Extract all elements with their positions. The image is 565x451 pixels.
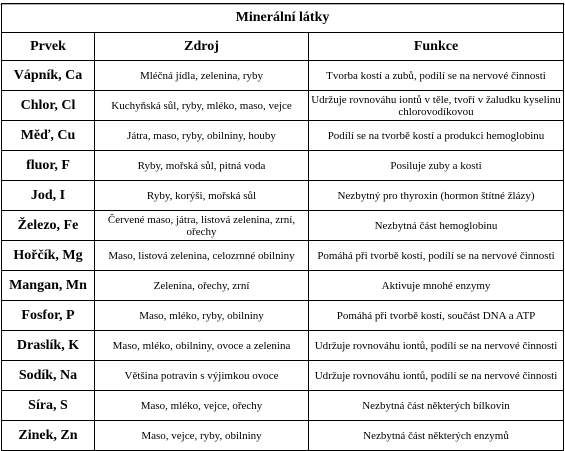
function-cell: Udržuje rovnováhu iontů, podílí se na ne…	[307, 330, 565, 361]
element-name-cell: fluor, F	[1, 150, 95, 181]
table-row: Fosfor, P Maso, mléko, ryby, obilniny Pomá…	[1, 300, 565, 331]
table-row: Zinek, Zn Maso, vejce, ryby, obilniny Nezb…	[1, 420, 565, 451]
table-row: Měď, Cu Játra, maso, ryby, obilniny, houb…	[1, 120, 565, 151]
function-cell: Podílí se na tvorbě kostí a produkci hem…	[307, 120, 565, 151]
source-cell: Kuchyňská sůl, ryby, mléko, maso, vejce	[94, 90, 309, 121]
header-source: Zdroj	[94, 32, 309, 61]
table-row: Síra, S Maso, mléko, vejce, ořechy Nezbytn…	[1, 390, 565, 421]
table-row: Železo, Fe Červené maso, játra, listová z…	[1, 210, 565, 241]
function-cell: Nezbytná část některých enzymů	[307, 420, 565, 451]
element-name-cell: Fosfor, P	[1, 300, 95, 331]
source-cell: Zelenina, ořechy, zrní	[94, 270, 309, 301]
table-row: Sodík, Na Většina potravin s výjimkou ovo…	[1, 360, 565, 391]
header-function: Funkce	[307, 32, 565, 61]
function-cell: Aktivuje mnohé enzymy	[307, 270, 565, 301]
header-row: Prvek Zdroj Funkce	[1, 32, 565, 61]
table-row: Chlor, Cl Kuchyňská sůl, ryby, mléko, mas…	[1, 90, 565, 121]
minerals-table: Minerální látky Prvek Zdroj Funkce Vápní…	[0, 3, 565, 451]
element-name-cell: Vápník, Ca	[1, 60, 95, 91]
function-cell: Nezbytný pro thyroxin (hormon štítné žlá…	[307, 180, 565, 211]
source-cell: Většina potravin s výjimkou ovoce	[94, 360, 309, 391]
source-cell: Maso, mléko, ryby, obilniny	[94, 300, 309, 331]
source-cell: Ryby, korýši, mořská sůl	[94, 180, 309, 211]
table-row: Mangan, Mn Zelenina, ořechy, zrní Aktivuje…	[1, 270, 565, 301]
function-cell: Nezbytná část hemoglobinu	[307, 210, 565, 241]
source-cell: Maso, vejce, ryby, obilniny	[94, 420, 309, 451]
table-row: Draslík, K Maso, mléko, obilniny, ovoce a…	[1, 330, 565, 361]
source-cell: Červené maso, játra, listová zelenina, z…	[94, 210, 309, 241]
table-body: Vápník, Ca Mléčná jídla, zelenina, ryby Tv…	[1, 60, 565, 451]
source-cell: Mléčná jídla, zelenina, ryby	[94, 60, 309, 91]
function-cell: Pomáhá při tvorbě kostí, součást DNA a A…	[307, 300, 565, 331]
element-name-cell: Zinek, Zn	[1, 420, 95, 451]
element-name-cell: Chlor, Cl	[1, 90, 95, 121]
source-cell: Maso, mléko, vejce, ořechy	[94, 390, 309, 421]
element-name-cell: Mangan, Mn	[1, 270, 95, 301]
table-title: Minerální látky	[0, 3, 565, 33]
function-cell: Posiluje zuby a kosti	[307, 150, 565, 181]
function-cell: Tvorba kostí a zubů, podílí se na nervov…	[307, 60, 565, 91]
element-name-cell: Síra, S	[1, 390, 95, 421]
function-cell: Udržuje rovnováhu iontů, podílí se na ne…	[307, 360, 565, 391]
element-name-cell: Jod, I	[1, 180, 95, 211]
element-name-cell: Sodík, Na	[1, 360, 95, 391]
header-element: Prvek	[1, 32, 95, 61]
source-cell: Maso, mléko, obilniny, ovoce a zelenina	[94, 330, 309, 361]
element-name-cell: Hořčík, Mg	[1, 240, 95, 271]
function-cell: Pomáhá při tvorbě kostí, podílí se na ne…	[307, 240, 565, 271]
title-row: Minerální látky	[0, 3, 565, 33]
table-row: Jod, I Ryby, korýši, mořská sůl Nezbytný p…	[1, 180, 565, 211]
table-row: fluor, F Ryby, mořská sůl, pitná voda Posi…	[1, 150, 565, 181]
source-cell: Játra, maso, ryby, obilniny, houby	[94, 120, 309, 151]
table-row: Vápník, Ca Mléčná jídla, zelenina, ryby Tv…	[1, 60, 565, 91]
element-name-cell: Draslík, K	[1, 330, 95, 361]
source-cell: Ryby, mořská sůl, pitná voda	[94, 150, 309, 181]
element-name-cell: Železo, Fe	[1, 210, 95, 241]
table-row: Hořčík, Mg Maso, listová zelenina, celozr…	[1, 240, 565, 271]
function-cell: Udržuje rovnováhu iontů v těle, tvoří v …	[307, 90, 565, 121]
function-cell: Nezbytná část některých bílkovin	[307, 390, 565, 421]
element-name-cell: Měď, Cu	[1, 120, 95, 151]
source-cell: Maso, listová zelenina, celozrnné obilni…	[94, 240, 309, 271]
